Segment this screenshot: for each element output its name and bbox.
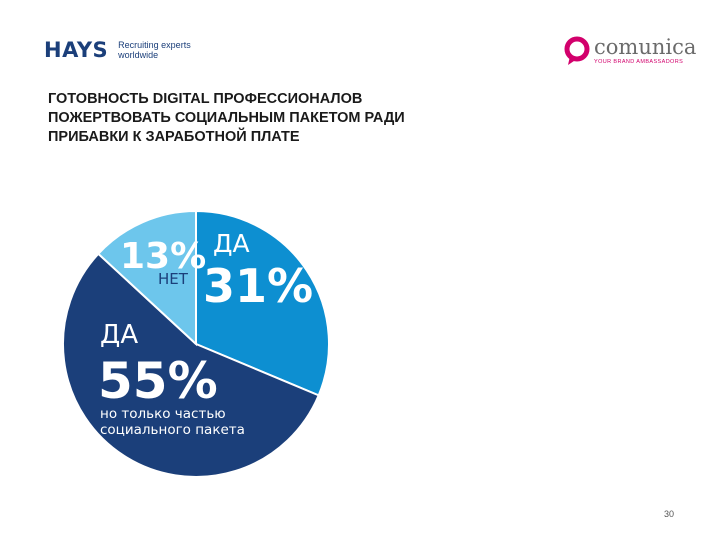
comunica-logo: comunica YOUR BRAND AMBASSADORS: [564, 36, 696, 66]
hays-tagline: Recruiting experts worldwide: [118, 40, 191, 60]
title-line: ПРИБАВКИ К ЗАРАБОТНОЙ ПЛАТЕ: [48, 129, 300, 145]
hays-wordmark: HAYS: [44, 38, 109, 62]
slice-note-line-2: социального пакета: [100, 422, 245, 438]
hays-logo: HAYS Recruiting experts worldwide: [44, 38, 191, 62]
slice-value-yes-full: 31%: [203, 259, 313, 313]
pie-slice-yes-partial: [62, 252, 320, 478]
slice-value-no: 13%: [120, 236, 206, 277]
pie-slice-no: [96, 209, 197, 347]
pie-labels: ДА 31% 13% НЕТ ДА 55% но только частью с…: [98, 229, 313, 438]
pie-slices: [62, 209, 330, 478]
pie-slice-yes-full: [195, 209, 330, 397]
comunica-mark-icon: [564, 36, 590, 65]
slice-note-line-1: но только частью: [100, 406, 226, 422]
page-number: 30: [664, 509, 675, 519]
hays-tagline-line-1: Recruiting experts: [118, 40, 191, 50]
hays-tagline-line-2: worldwide: [118, 50, 159, 60]
slice-label-no: НЕТ: [158, 270, 189, 288]
slice-label-yes-full: ДА: [213, 229, 250, 258]
title-line: ПОЖЕРТВОВАТЬ СОЦИАЛЬНЫМ ПАКЕТОМ РАДИ: [48, 110, 405, 126]
comunica-tagline: YOUR BRAND AMBASSADORS: [594, 59, 684, 65]
slice-value-yes-partial: 55%: [98, 352, 218, 410]
comunica-wordmark: comunica: [594, 35, 697, 59]
slice-label-yes-partial: ДА: [100, 320, 138, 350]
page-title: ГОТОВНОСТЬ DIGITAL ПРОФЕССИОНАЛОВ ПОЖЕРТ…: [48, 90, 528, 147]
title-line: ГОТОВНОСТЬ DIGITAL ПРОФЕССИОНАЛОВ: [48, 91, 363, 107]
